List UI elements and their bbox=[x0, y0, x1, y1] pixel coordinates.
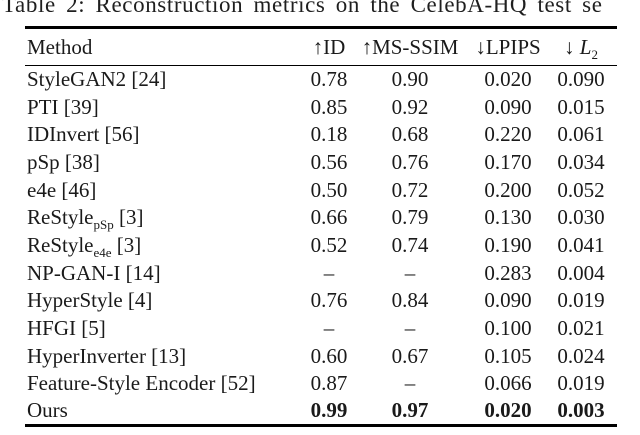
l2-letter: L bbox=[579, 34, 592, 59]
method-cell: ReStylee4e [3] bbox=[27, 232, 142, 261]
table-row: StyleGAN2 [24] 0.78 0.90 0.020 0.090 bbox=[25, 66, 617, 94]
l2-cell: 0.034 bbox=[557, 149, 605, 174]
table-row: HyperInverter [13] 0.60 0.67 0.105 0.024 bbox=[25, 342, 617, 370]
table-row: IDInvert [56] 0.18 0.68 0.220 0.061 bbox=[25, 121, 617, 149]
method-cell: ReStylepSp [3] bbox=[27, 205, 144, 233]
col-header-l2: ↓ L2 bbox=[545, 28, 617, 66]
lpips-cell: 0.020 bbox=[484, 67, 532, 92]
lpips-cell: 0.130 bbox=[484, 205, 532, 230]
id-cell: – bbox=[323, 316, 335, 341]
table-caption: Table 2: Reconstruction metrics on the C… bbox=[2, 0, 603, 17]
l2-cell: 0.003 bbox=[557, 398, 605, 423]
col-header-lpips: ↓LPIPS bbox=[475, 34, 541, 59]
ms-ssim-cell: – bbox=[404, 260, 416, 285]
ms-ssim-cell: 0.68 bbox=[391, 122, 429, 147]
table-row: HFGI [5] – – 0.100 0.021 bbox=[25, 315, 617, 343]
l2-cell: 0.030 bbox=[557, 205, 605, 230]
l2-cell: 0.041 bbox=[557, 232, 605, 257]
col-header-id: ↑ID bbox=[312, 34, 346, 59]
ms-ssim-cell: 0.79 bbox=[391, 205, 429, 230]
lpips-cell: 0.283 bbox=[484, 260, 532, 285]
l2-cell: 0.019 bbox=[557, 371, 605, 396]
lpips-cell: 0.090 bbox=[484, 94, 532, 119]
header-row: Method ↑ID ↑MS-SSIM ↓LPIPS ↓ L2 bbox=[25, 28, 617, 66]
col-header-ms-ssim: ↑MS-SSIM bbox=[361, 34, 459, 59]
method-cell: NP-GAN-I [14] bbox=[27, 260, 161, 285]
ms-ssim-cell: – bbox=[404, 316, 416, 341]
lpips-cell: 0.100 bbox=[484, 316, 532, 341]
ms-ssim-cell: 0.74 bbox=[391, 232, 429, 257]
l2-cell: 0.061 bbox=[557, 122, 605, 147]
ms-ssim-cell: 0.84 bbox=[391, 288, 429, 313]
l2-cell: 0.019 bbox=[557, 288, 605, 313]
ms-ssim-cell: 0.72 bbox=[391, 177, 429, 202]
ms-ssim-cell: 0.90 bbox=[391, 67, 429, 92]
table-row: Feature-Style Encoder [52] 0.87 – 0.066 … bbox=[25, 370, 617, 398]
method-cell: StyleGAN2 [24] bbox=[27, 67, 167, 92]
l2-cell: 0.004 bbox=[557, 260, 605, 285]
method-cell: e4e [46] bbox=[27, 177, 97, 202]
table-row: e4e [46] 0.50 0.72 0.200 0.052 bbox=[25, 176, 617, 204]
lpips-cell: 0.170 bbox=[484, 149, 532, 174]
method-cell: HyperInverter [13] bbox=[27, 343, 187, 368]
lpips-cell: 0.105 bbox=[484, 343, 532, 368]
lpips-cell: 0.220 bbox=[484, 122, 532, 147]
l2-cell: 0.015 bbox=[557, 94, 605, 119]
id-cell: 0.18 bbox=[310, 122, 348, 147]
id-cell: 0.99 bbox=[310, 398, 348, 423]
ms-ssim-cell: – bbox=[404, 371, 416, 396]
lpips-cell: 0.020 bbox=[484, 398, 532, 423]
method-cell: HFGI [5] bbox=[27, 316, 106, 341]
id-cell: 0.60 bbox=[310, 343, 348, 368]
id-cell: 0.78 bbox=[310, 67, 348, 92]
id-cell: 0.76 bbox=[310, 288, 348, 313]
method-cell: HyperStyle [4] bbox=[27, 288, 153, 313]
l2-cell: 0.090 bbox=[557, 67, 605, 92]
id-cell: 0.52 bbox=[310, 232, 348, 257]
table-row: pSp [38] 0.56 0.76 0.170 0.034 bbox=[25, 149, 617, 177]
l2-cell: 0.021 bbox=[557, 316, 605, 341]
down-arrow-glyph: ↓ bbox=[564, 34, 580, 59]
table-row: HyperStyle [4] 0.76 0.84 0.090 0.019 bbox=[25, 287, 617, 315]
ms-ssim-cell: 0.67 bbox=[391, 343, 429, 368]
id-cell: 0.66 bbox=[310, 205, 348, 230]
lpips-cell: 0.090 bbox=[484, 288, 532, 313]
id-cell: 0.87 bbox=[310, 371, 348, 396]
lpips-cell: 0.200 bbox=[484, 177, 532, 202]
id-cell: 0.56 bbox=[310, 149, 348, 174]
id-cell: 0.50 bbox=[310, 177, 348, 202]
method-cell: Feature-Style Encoder [52] bbox=[27, 371, 256, 396]
method-cell: IDInvert [56] bbox=[27, 122, 140, 147]
table-row: ReStylepSp [3] 0.66 0.79 0.130 0.030 bbox=[25, 204, 617, 232]
table-row: NP-GAN-I [14] – – 0.283 0.004 bbox=[25, 259, 617, 287]
l2-subscript: 2 bbox=[591, 46, 598, 62]
method-cell: Ours bbox=[27, 398, 68, 423]
table-row-ours: Ours 0.99 0.97 0.020 0.003 bbox=[25, 398, 617, 426]
lpips-cell: 0.066 bbox=[484, 371, 532, 396]
col-header-method: Method bbox=[27, 34, 93, 59]
method-cell: PTI [39] bbox=[27, 94, 99, 119]
ms-ssim-cell: 0.97 bbox=[391, 398, 429, 423]
l2-cell: 0.052 bbox=[557, 177, 605, 202]
lpips-cell: 0.190 bbox=[484, 232, 532, 257]
l2-cell: 0.024 bbox=[557, 343, 605, 368]
reconstruction-metrics-table: Method ↑ID ↑MS-SSIM ↓LPIPS ↓ L2 StyleGAN… bbox=[25, 26, 617, 427]
id-cell: – bbox=[323, 260, 335, 285]
table-row: PTI [39] 0.85 0.92 0.090 0.015 bbox=[25, 93, 617, 121]
method-cell: pSp [38] bbox=[27, 149, 100, 174]
table-row: ReStylee4e [3] 0.52 0.74 0.190 0.041 bbox=[25, 232, 617, 260]
ms-ssim-cell: 0.76 bbox=[391, 149, 429, 174]
ms-ssim-cell: 0.92 bbox=[391, 94, 429, 119]
id-cell: 0.85 bbox=[310, 94, 348, 119]
